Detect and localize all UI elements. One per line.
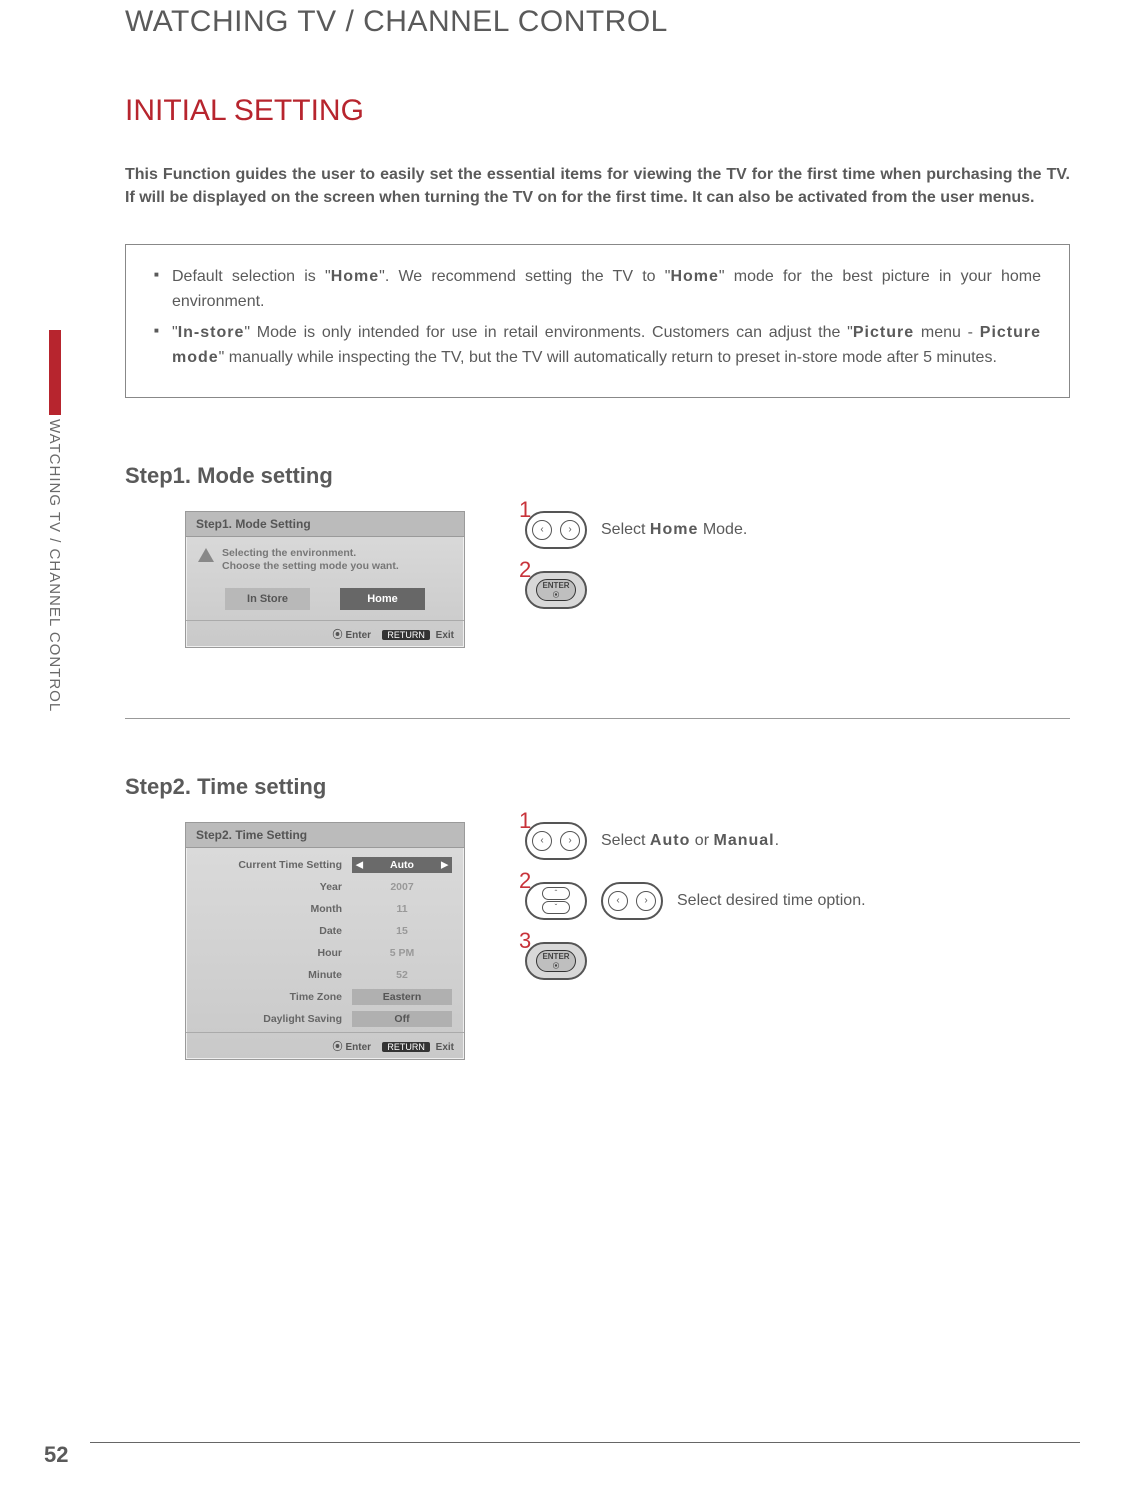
step2-heading: Step2. Time setting xyxy=(125,774,1070,800)
osd-row-label: Current Time Setting xyxy=(198,859,352,871)
osd-row: Year2007 xyxy=(198,876,452,898)
osd-row-value[interactable]: 5 PM xyxy=(352,945,452,961)
osd-row-value[interactable]: 11 xyxy=(352,901,452,917)
osd-row: Current Time Setting◀Auto▶ xyxy=(198,854,452,876)
osd-row-label: Month xyxy=(198,903,352,915)
osd-message: Selecting the environment. Choose the se… xyxy=(198,547,452,574)
osd-row-value[interactable]: Eastern xyxy=(352,989,452,1005)
page-number: 52 xyxy=(44,1442,68,1468)
side-tab-text: WATCHING TV / CHANNEL CONTROL xyxy=(46,419,63,712)
divider xyxy=(125,718,1070,719)
side-tab-mark xyxy=(49,330,61,415)
section-title: INITIAL SETTING xyxy=(125,94,1070,128)
osd-row-label: Hour xyxy=(198,947,352,959)
osd-row-value[interactable]: 15 xyxy=(352,923,452,939)
warning-icon xyxy=(198,548,214,562)
intro-text: This Function guides the user to easily … xyxy=(125,163,1070,209)
enter-button-icon: ENTER⦿ xyxy=(525,942,587,980)
step1-osd: Step1. Mode Setting Selecting the enviro… xyxy=(185,511,465,648)
osd-row-label: Time Zone xyxy=(198,991,352,1003)
note-box: Default selection is "Home". We recommen… xyxy=(125,244,1070,397)
osd-row-label: Year xyxy=(198,881,352,893)
step-number: 2 xyxy=(519,557,531,583)
osd-footer: Enter RETURN Exit xyxy=(186,1032,464,1059)
osd-title: Step2. Time Setting xyxy=(186,823,464,848)
note-item: "In-store" Mode is only intended for use… xyxy=(154,321,1041,371)
step-number: 1 xyxy=(519,497,531,523)
home-button[interactable]: Home xyxy=(340,588,425,610)
osd-row: Time ZoneEastern xyxy=(198,986,452,1008)
osd-row-value[interactable]: ◀Auto▶ xyxy=(352,857,452,873)
side-tab: WATCHING TV / CHANNEL CONTROL xyxy=(46,330,63,712)
left-right-button-icon: ‹› xyxy=(525,822,587,860)
osd-row-label: Minute xyxy=(198,969,352,981)
step-number: 1 xyxy=(519,808,531,834)
left-right-button-icon: ‹› xyxy=(525,511,587,549)
instruction-text: Select Home Mode. xyxy=(601,521,747,539)
step2-osd: Step2. Time Setting Current Time Setting… xyxy=(185,822,465,1060)
osd-row-value[interactable]: 2007 xyxy=(352,879,452,895)
step1-instructions: 1 ‹› Select Home Mode. 2 ENTER⦿ xyxy=(525,511,1070,631)
osd-row-label: Date xyxy=(198,925,352,937)
osd-row-label: Daylight Saving xyxy=(198,1013,352,1025)
osd-title: Step1. Mode Setting xyxy=(186,512,464,537)
step2-instructions: 1 ‹› Select Auto or Manual. 2 ˆˇ ‹› Sele… xyxy=(525,822,1070,1002)
osd-row-value[interactable]: 52 xyxy=(352,967,452,983)
step1-block: Step1. Mode Setting Selecting the enviro… xyxy=(125,511,1070,648)
osd-row-value[interactable]: Off xyxy=(352,1011,452,1027)
instruction-text: Select desired time option. xyxy=(677,892,866,910)
instore-button[interactable]: In Store xyxy=(225,588,310,610)
up-down-button-icon: ˆˇ xyxy=(525,882,587,920)
step-number: 2 xyxy=(519,868,531,894)
note-item: Default selection is "Home". We recommen… xyxy=(154,265,1041,315)
osd-footer: Enter RETURN Exit xyxy=(186,620,464,647)
osd-row: Minute52 xyxy=(198,964,452,986)
osd-row: Daylight SavingOff xyxy=(198,1008,452,1030)
step2-block: Step2. Time Setting Current Time Setting… xyxy=(125,822,1070,1060)
enter-button-icon: ENTER⦿ xyxy=(525,571,587,609)
left-right-button-icon: ‹› xyxy=(601,882,663,920)
osd-row: Hour5 PM xyxy=(198,942,452,964)
instruction-text: Select Auto or Manual. xyxy=(601,832,779,850)
osd-row: Month11 xyxy=(198,898,452,920)
step-number: 3 xyxy=(519,928,531,954)
footer-line xyxy=(90,1442,1080,1443)
osd-row: Date15 xyxy=(198,920,452,942)
step1-heading: Step1. Mode setting xyxy=(125,463,1070,489)
page-header: WATCHING TV / CHANNEL CONTROL xyxy=(125,5,1070,39)
